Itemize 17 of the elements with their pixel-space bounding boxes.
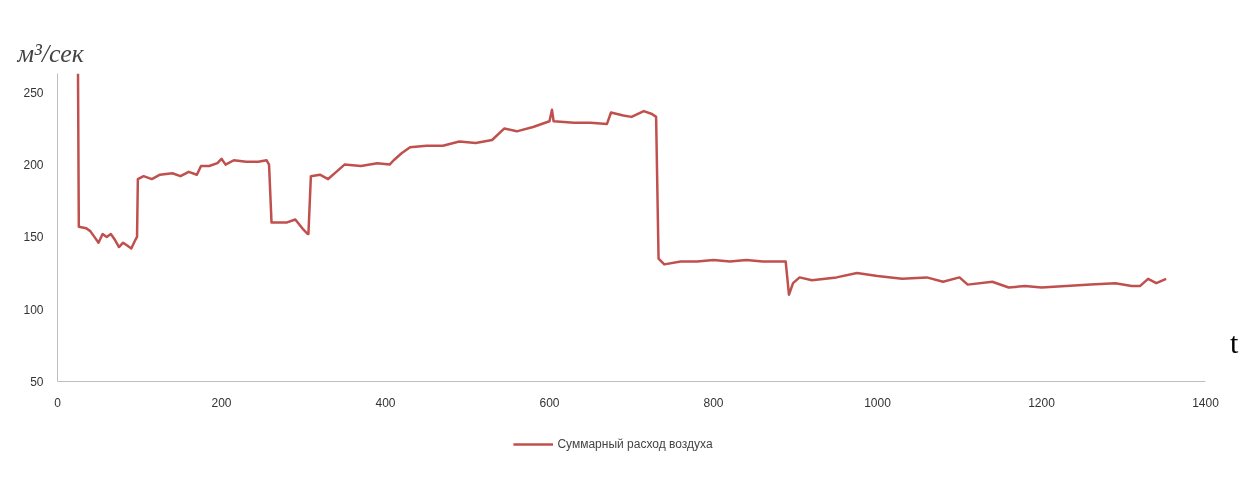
y-tick-label: 250 <box>23 85 44 100</box>
line-series <box>76 73 1168 296</box>
legend-label: Суммарный расход воздуха <box>557 437 713 451</box>
y-tick-label: 200 <box>23 158 44 173</box>
x-axis-title: t <box>1230 325 1239 361</box>
x-tick-label: 600 <box>539 395 560 410</box>
x-tick-label: 800 <box>703 395 724 410</box>
x-tick-label: 0 <box>54 395 62 410</box>
x-tick-label: 1000 <box>864 395 892 410</box>
x-tick-label: 400 <box>375 395 396 410</box>
y-tick-label: 100 <box>23 302 44 317</box>
y-tick-label: 50 <box>30 375 44 389</box>
y-axis-title: м³/сек <box>16 38 85 68</box>
x-tick-label: 1200 <box>1028 395 1056 410</box>
y-tick-label: 150 <box>23 230 44 245</box>
x-tick-label: 1400 <box>1192 395 1220 410</box>
x-tick-label: 200 <box>211 395 232 410</box>
